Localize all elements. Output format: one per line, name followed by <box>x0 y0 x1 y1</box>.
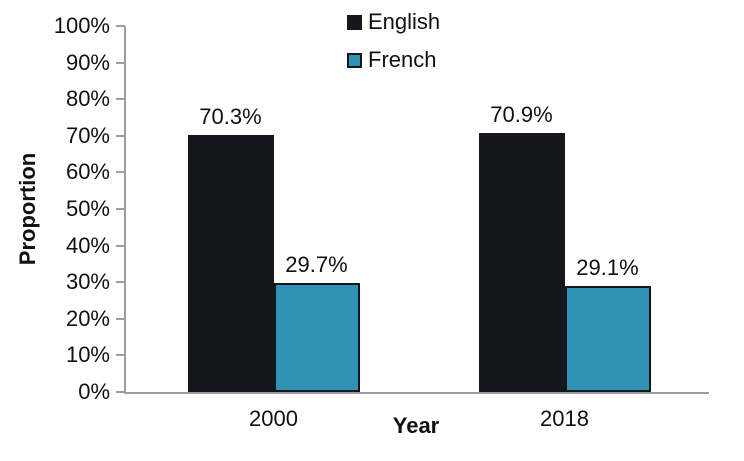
y-tick-label: 30% <box>65 269 110 295</box>
y-tick-mark <box>116 391 125 393</box>
y-tick-mark <box>116 171 125 174</box>
y-tick-label: 80% <box>65 86 110 112</box>
data-label-english-2018: 70.9% <box>490 101 553 127</box>
data-label-french-2000: 29.7% <box>285 252 348 278</box>
data-label-french-2018: 29.1% <box>576 254 639 280</box>
y-tick-label: 20% <box>65 305 110 331</box>
y-tick-mark <box>116 317 125 320</box>
y-tick-label: 70% <box>65 122 110 148</box>
y-tick-label: 50% <box>65 196 110 221</box>
x-axis-title: Year <box>392 413 440 438</box>
y-tick-mark <box>116 98 125 101</box>
bar-english-2018 <box>478 132 565 392</box>
legend-label-french: French <box>368 47 437 72</box>
bar-french-2000 <box>273 283 360 392</box>
legend-item-english: English <box>347 10 440 34</box>
legend-item-french: French <box>347 48 440 72</box>
french-swatch-icon <box>347 52 362 68</box>
english-swatch-icon <box>347 14 362 30</box>
legend-label-english: English <box>368 9 441 34</box>
bar-french-2018 <box>564 285 651 392</box>
y-tick-mark <box>116 134 125 137</box>
bar-english-2000 <box>187 134 274 392</box>
y-tick-label: 100% <box>53 13 110 38</box>
y-tick-label: 90% <box>65 49 110 75</box>
x-tick-label-2000: 2000 <box>249 406 298 431</box>
y-tick-mark <box>116 281 125 284</box>
legend: English French <box>347 10 440 86</box>
y-axis-line <box>124 26 126 394</box>
y-tick-label: 10% <box>65 342 110 368</box>
x-tick-label-2018: 2018 <box>540 406 589 431</box>
y-tick-label: 60% <box>65 159 110 185</box>
y-tick-label: 40% <box>65 232 110 258</box>
y-tick-label: 0% <box>78 379 110 404</box>
data-label-english-2000: 70.3% <box>199 103 262 129</box>
plot-area: 70.3% 29.7% 70.9% 29.1% <box>126 26 707 392</box>
y-tick-mark <box>116 244 125 247</box>
y-tick-mark <box>116 25 125 27</box>
x-axis-line <box>124 392 709 394</box>
y-tick-mark <box>116 354 125 357</box>
y-tick-mark <box>116 61 125 64</box>
y-tick-mark <box>116 208 125 210</box>
